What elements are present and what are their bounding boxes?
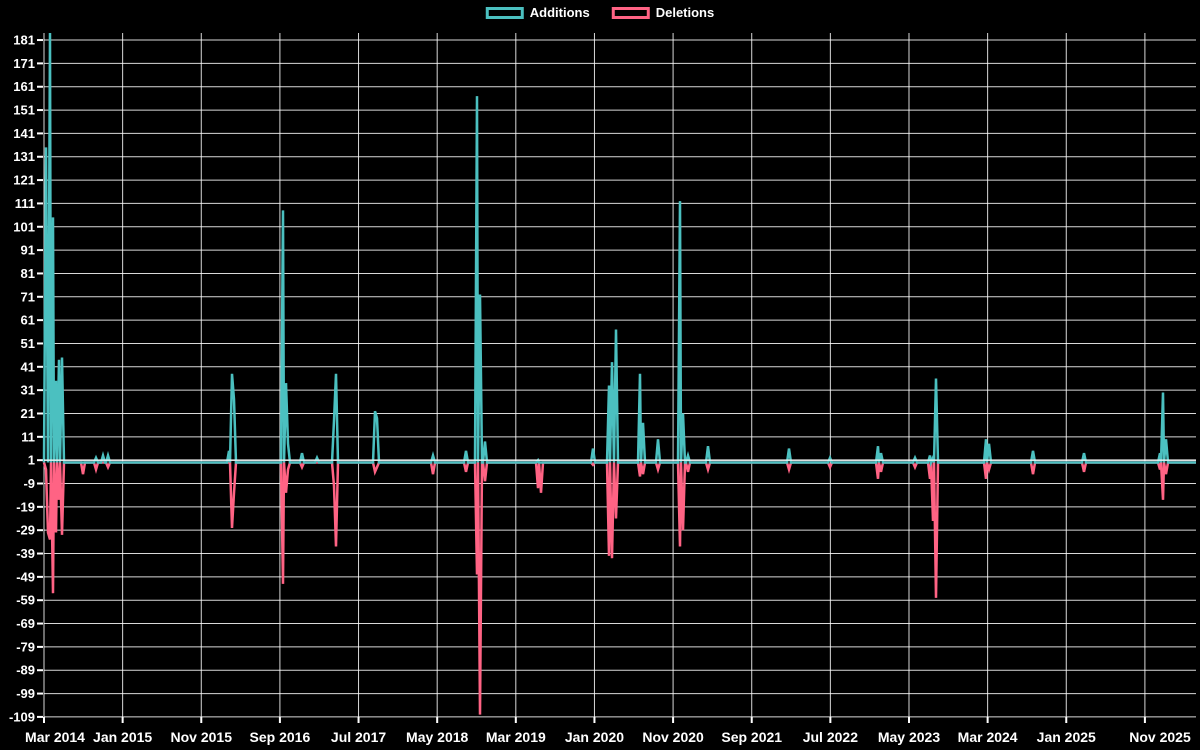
y-tick-label: -89	[16, 663, 35, 678]
y-tick-label: -109	[9, 709, 35, 724]
y-tick-label: 11	[21, 429, 35, 444]
y-tick-label: 1	[28, 453, 35, 468]
x-tick-label: Mar 2024	[958, 729, 1018, 745]
x-tick-label: Jul 2017	[331, 729, 386, 745]
x-tick-label: Jan 2025	[1037, 729, 1096, 745]
y-tick-label: 121	[13, 173, 35, 188]
legend: Additions Deletions	[485, 5, 715, 20]
y-tick-label: -79	[16, 639, 35, 654]
x-tick-label: Jul 2022	[803, 729, 858, 745]
y-tick-label: 81	[21, 266, 35, 281]
y-tick-label: 91	[21, 243, 35, 258]
additions-swatch-icon	[485, 6, 524, 19]
y-tick-label: 181	[13, 33, 35, 48]
y-tick-label: -99	[16, 686, 35, 701]
y-tick-label: 51	[21, 336, 35, 351]
deletions-swatch-icon	[611, 6, 650, 19]
x-tick-label: Jan 2020	[565, 729, 624, 745]
y-tick-label: 71	[21, 289, 35, 304]
x-tick-label: Sep 2021	[721, 729, 782, 745]
x-tick-label: Mar 2019	[486, 729, 546, 745]
y-tick-label: 31	[21, 383, 35, 398]
x-tick-label: Mar 2014	[25, 729, 85, 745]
y-tick-label: 131	[13, 149, 35, 164]
y-tick-label: 41	[21, 359, 35, 374]
x-tick-label: Jan 2015	[93, 729, 152, 745]
y-tick-label: 101	[13, 219, 35, 234]
y-tick-label: 21	[21, 406, 35, 421]
y-tick-label: 151	[13, 103, 35, 118]
y-tick-label: 161	[13, 79, 35, 94]
x-tick-label: May 2018	[406, 729, 468, 745]
y-tick-label: 61	[21, 313, 35, 328]
legend-item-additions[interactable]: Additions	[485, 5, 590, 20]
y-tick-label: -49	[16, 569, 35, 584]
y-tick-label: -59	[16, 593, 35, 608]
legend-item-deletions[interactable]: Deletions	[611, 5, 715, 20]
legend-item-additions-label: Additions	[529, 5, 590, 20]
y-tick-label: -29	[16, 523, 35, 538]
y-tick-label: -69	[16, 616, 35, 631]
x-tick-label: Nov 2020	[642, 729, 704, 745]
y-tick-label: 111	[15, 196, 35, 211]
y-tick-label: 141	[13, 126, 35, 141]
y-tick-label: -19	[16, 499, 35, 514]
y-tick-label: -9	[23, 476, 35, 491]
x-tick-label: May 2023	[878, 729, 940, 745]
x-tick-label: Nov 2025	[1129, 729, 1191, 745]
x-tick-label: Sep 2016	[250, 729, 311, 745]
x-tick-label: Nov 2015	[171, 729, 233, 745]
y-tick-label: -39	[16, 546, 35, 561]
legend-item-deletions-label: Deletions	[655, 5, 715, 20]
deletions-line	[42, 461, 1196, 715]
additions-line	[42, 32, 1196, 468]
y-tick-label: 171	[13, 56, 35, 71]
